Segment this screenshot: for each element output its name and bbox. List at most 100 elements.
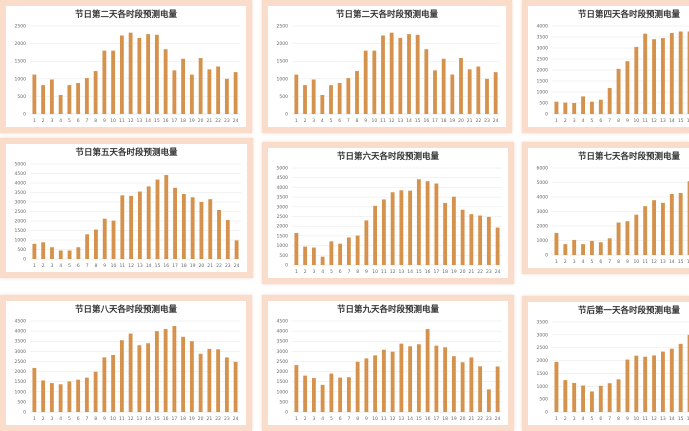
bar bbox=[58, 384, 63, 412]
x-tick-label: 19 bbox=[189, 416, 195, 422]
x-tick-label: 13 bbox=[660, 259, 666, 265]
x-tick-label: 4 bbox=[582, 416, 585, 422]
x-tick-label: 14 bbox=[145, 416, 151, 422]
chart-title: 节日第五天各时段预测电量 bbox=[75, 147, 178, 158]
x-tick-label: 2 bbox=[564, 259, 567, 265]
bar bbox=[425, 181, 430, 265]
bar-chart: 节日第四天各时段预测电量 0 500 1000 1500 2000 2500 3000 3500… bbox=[537, 9, 689, 124]
x-tick-label: 20 bbox=[458, 118, 464, 124]
x-tick-label: 13 bbox=[397, 118, 403, 124]
x-tick-label: 10 bbox=[633, 259, 639, 265]
x-tick-label: 18 bbox=[181, 263, 187, 269]
bar bbox=[93, 371, 98, 412]
chart-title: 节后第一天各时段预测电量 bbox=[578, 305, 681, 316]
x-tick-label: 8 bbox=[95, 263, 98, 269]
bar bbox=[173, 187, 177, 259]
bar bbox=[102, 357, 107, 412]
x-tick-label: 13 bbox=[399, 269, 405, 275]
y-tick-label: 1000 bbox=[277, 389, 289, 395]
x-tick-label: 22 bbox=[477, 269, 483, 275]
x-tick-label: 11 bbox=[381, 269, 387, 275]
bar bbox=[233, 361, 238, 412]
bar bbox=[607, 383, 612, 412]
bar bbox=[294, 365, 299, 412]
x-tick-label: 18 bbox=[180, 416, 186, 422]
bar bbox=[660, 38, 665, 114]
x-tick-label: 5 bbox=[591, 118, 594, 124]
bar bbox=[84, 78, 89, 114]
x-tick-label: 23 bbox=[225, 263, 231, 269]
y-tick-label: 1500 bbox=[15, 228, 27, 234]
bar bbox=[495, 366, 500, 412]
y-tick-label: 4000 bbox=[277, 329, 289, 335]
x-tick-label: 13 bbox=[137, 263, 143, 269]
x-tick-label: 3 bbox=[50, 416, 53, 422]
bar bbox=[408, 190, 413, 265]
x-tick-label: 22 bbox=[475, 118, 481, 124]
bar bbox=[163, 329, 168, 412]
bar bbox=[687, 181, 689, 255]
bar-chart: 节日第六天各时段预测电量0500100015002000250030003500… bbox=[277, 151, 502, 275]
x-tick-label: 10 bbox=[110, 416, 116, 422]
bar bbox=[634, 355, 639, 412]
bar bbox=[294, 232, 299, 265]
bar bbox=[476, 66, 481, 114]
bar bbox=[581, 385, 586, 412]
x-tick-label: 10 bbox=[111, 263, 117, 269]
y-tick-label: 2500 bbox=[537, 345, 549, 351]
x-tick-label: 9 bbox=[364, 118, 367, 124]
chart-panel-day7: 节日第七天各时段预测电量 0 1000 2000 3000 4000 5000 6000 1 2 3… bbox=[522, 142, 689, 274]
x-tick-label: 20 bbox=[198, 118, 204, 124]
x-tick-label: 6 bbox=[339, 269, 342, 275]
bar bbox=[563, 244, 568, 255]
x-tick-label: 15 bbox=[678, 259, 684, 265]
y-tick-label: 4500 bbox=[277, 175, 289, 181]
bar bbox=[49, 79, 54, 114]
bar bbox=[652, 200, 657, 255]
y-tick-label: 500 bbox=[279, 94, 288, 100]
bar bbox=[146, 343, 151, 412]
x-tick-label: 15 bbox=[678, 416, 684, 422]
bar bbox=[572, 382, 577, 412]
x-tick-label: 24 bbox=[493, 118, 499, 124]
bar bbox=[41, 380, 46, 412]
x-tick-label: 8 bbox=[356, 118, 359, 124]
bar bbox=[572, 239, 577, 255]
chart-title: 节日第四天各时段预测电量 bbox=[578, 9, 681, 20]
bar bbox=[181, 336, 186, 412]
y-tick-label: 0 bbox=[285, 410, 288, 416]
bar bbox=[207, 348, 212, 412]
y-tick-label: 1500 bbox=[277, 379, 289, 385]
chart-title: 节日第八天各时段预测电量 bbox=[75, 304, 178, 315]
bar bbox=[678, 31, 683, 114]
y-tick-label: 1000 bbox=[277, 76, 289, 82]
bar bbox=[128, 32, 133, 114]
bar bbox=[154, 34, 159, 114]
bar bbox=[216, 66, 221, 114]
bar bbox=[128, 333, 133, 412]
bar bbox=[589, 391, 594, 412]
x-tick-label: 7 bbox=[85, 416, 88, 422]
x-tick-label: 7 bbox=[85, 118, 88, 124]
chart-panel-day4: 节日第四天各时段预测电量 0 500 1000 1500 2000 2500 3000 3500… bbox=[522, 0, 689, 133]
bar bbox=[399, 343, 404, 412]
x-tick-label: 8 bbox=[617, 416, 620, 422]
bar bbox=[607, 238, 612, 255]
x-tick-label: 23 bbox=[484, 118, 490, 124]
y-tick-label: 0 bbox=[545, 253, 548, 259]
x-tick-label: 11 bbox=[642, 416, 648, 422]
bar bbox=[660, 351, 665, 412]
x-tick-label: 2 bbox=[42, 416, 45, 422]
x-tick-label: 15 bbox=[416, 269, 422, 275]
bar bbox=[163, 49, 168, 115]
bar bbox=[320, 256, 325, 265]
y-tick-label: 2000 bbox=[277, 224, 289, 230]
bar bbox=[216, 349, 221, 412]
y-tick-label: 2500 bbox=[537, 57, 549, 63]
x-tick-label: 11 bbox=[119, 263, 125, 269]
bar bbox=[589, 240, 594, 255]
x-tick-label: 8 bbox=[617, 118, 620, 124]
bar bbox=[416, 179, 421, 265]
bar bbox=[373, 355, 378, 412]
